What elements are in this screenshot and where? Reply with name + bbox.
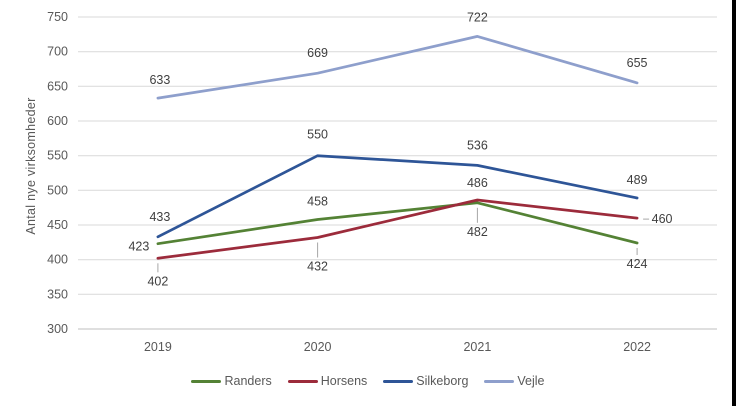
y-tick-label: 400 bbox=[47, 253, 68, 267]
x-tick-label: 2019 bbox=[144, 340, 172, 354]
series-line-silkeborg bbox=[156, 154, 639, 239]
x-tick-label: 2022 bbox=[623, 340, 651, 354]
data-label-randers: 423 bbox=[128, 240, 149, 254]
legend-item-vejle: Vejle bbox=[484, 374, 545, 388]
x-tick-label: 2021 bbox=[463, 340, 491, 354]
data-label-vejle: 655 bbox=[627, 56, 648, 70]
series-line-vejle bbox=[156, 35, 639, 100]
data-label-horsens: 460 bbox=[652, 212, 673, 226]
data-label-horsens: 486 bbox=[467, 176, 488, 190]
window-right-edge bbox=[732, 0, 736, 406]
data-label-vejle: 633 bbox=[149, 73, 170, 87]
legend-item-horsens: Horsens bbox=[287, 374, 368, 388]
data-label-horsens: 432 bbox=[307, 260, 328, 274]
data-label-horsens: 402 bbox=[147, 274, 168, 288]
data-label-vejle: 722 bbox=[467, 10, 488, 24]
x-tick-label: 2020 bbox=[304, 340, 332, 354]
legend-line-swatch bbox=[191, 379, 222, 383]
legend-item-silkeborg: Silkeborg bbox=[383, 374, 468, 388]
y-axis-title: Antal nye virksomheder bbox=[24, 97, 38, 235]
legend-label: Silkeborg bbox=[416, 374, 469, 388]
legend-line-swatch bbox=[287, 379, 318, 383]
legend-label: Vejle bbox=[517, 374, 545, 388]
y-tick-label: 600 bbox=[47, 114, 68, 128]
y-tick-label: 450 bbox=[47, 218, 68, 232]
series-line-horsens bbox=[156, 198, 639, 260]
y-tick-label: 300 bbox=[47, 322, 68, 336]
y-tick-label: 500 bbox=[47, 183, 68, 197]
data-label-silkeborg: 536 bbox=[467, 138, 488, 152]
data-label-vejle: 669 bbox=[307, 46, 328, 60]
data-label-randers: 458 bbox=[307, 195, 328, 209]
legend-line-swatch bbox=[484, 379, 515, 383]
legend-item-randers: Randers bbox=[191, 374, 272, 388]
data-label-silkeborg: 550 bbox=[307, 128, 328, 142]
y-tick-label: 750 bbox=[47, 10, 68, 24]
y-tick-label: 700 bbox=[47, 45, 68, 59]
y-tick-label: 650 bbox=[47, 79, 68, 93]
data-label-silkeborg: 433 bbox=[149, 210, 170, 224]
legend-label: Randers bbox=[224, 374, 272, 388]
series-line-randers bbox=[156, 201, 639, 246]
legend-label: Horsens bbox=[320, 374, 368, 388]
data-label-randers: 424 bbox=[627, 257, 648, 271]
legend-line-swatch bbox=[383, 379, 414, 383]
y-tick-label: 550 bbox=[47, 149, 68, 163]
y-tick-label: 350 bbox=[47, 287, 68, 301]
chart-legend: Randers Horsens Silkeborg Vejle bbox=[0, 374, 736, 388]
data-label-silkeborg: 489 bbox=[627, 173, 648, 187]
data-label-randers: 482 bbox=[467, 225, 488, 239]
